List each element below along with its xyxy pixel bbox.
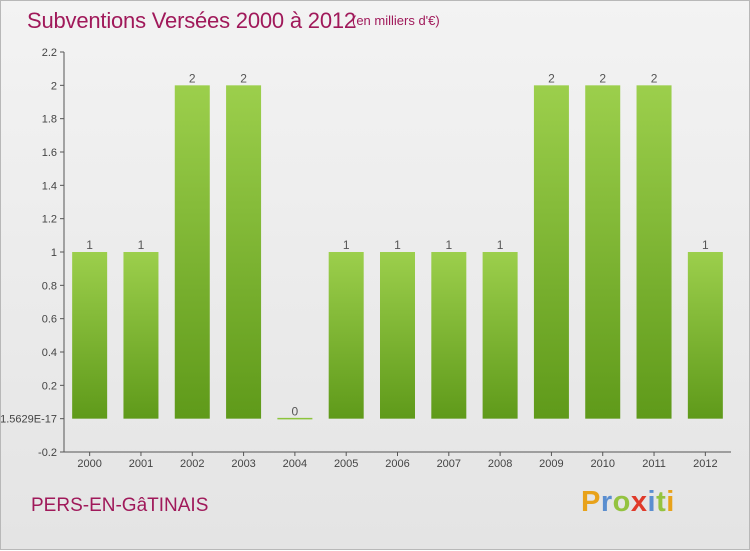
bar (585, 85, 621, 419)
y-tick-label: -1.5629E-17 (1, 414, 57, 426)
y-tick-label: 1 (51, 247, 57, 259)
x-tick-label: 2007 (437, 458, 461, 470)
data-label: 1 (343, 238, 350, 252)
bar (328, 252, 364, 419)
chart-bars: 1 1 2 2 0 1 1 1 1 2 2 2 1 (72, 71, 723, 420)
logo-letter: o (612, 486, 631, 518)
bar (226, 85, 262, 419)
x-tick-label: 2010 (590, 458, 614, 470)
chart-ticks: 2.2 2 1.8 1.6 1.4 1.2 1 0.8 0.6 0.4 0.2 -1.5629E-17… (1, 47, 718, 470)
x-tick-label: 2004 (283, 458, 307, 470)
data-label: 2 (599, 71, 606, 85)
bar (687, 252, 723, 419)
data-label: 1 (138, 238, 145, 252)
bar (174, 85, 210, 419)
data-label: 1 (497, 238, 504, 252)
y-tick-label: 0.8 (42, 280, 57, 292)
logo-letter: x (630, 486, 648, 518)
chart-title: Subventions Versées 2000 à 2012 (27, 8, 356, 33)
y-tick-label: 2.2 (42, 47, 57, 59)
y-tick-label: 0.6 (42, 314, 57, 326)
y-tick-label: 1.8 (42, 114, 57, 126)
data-label: 1 (702, 238, 709, 252)
y-tick-label: 0.2 (42, 380, 57, 392)
logo-letter: i (666, 486, 675, 518)
x-tick-label: 2001 (129, 458, 153, 470)
commune-name: PERS-EN-GâTINAIS (31, 495, 209, 516)
x-tick-label: 2006 (385, 458, 409, 470)
logo-letter: i (647, 486, 657, 518)
x-tick-label: 2002 (180, 458, 204, 470)
y-tick-label: 1.4 (42, 180, 57, 192)
bar (72, 252, 108, 419)
proxiti-logo: Proxiti (581, 486, 675, 519)
data-label: 2 (651, 71, 658, 85)
logo-letter: r (600, 486, 613, 518)
unit-note: (en milliers d'€) (352, 13, 440, 28)
data-label: 2 (189, 71, 196, 85)
bar (482, 252, 518, 419)
y-tick-label: 2 (51, 80, 57, 92)
y-tick-label: 1.6 (42, 147, 57, 159)
bar (636, 85, 672, 419)
data-label: 1 (86, 238, 93, 252)
x-tick-label: 2008 (488, 458, 512, 470)
bar (533, 85, 569, 419)
data-label: 2 (548, 71, 555, 85)
logo-letter: t (656, 486, 667, 518)
y-tick-label: 1.2 (42, 214, 57, 226)
data-label: 2 (240, 71, 247, 85)
logo-letter: P (581, 486, 601, 518)
x-tick-label: 2012 (693, 458, 717, 470)
bar (123, 252, 159, 419)
y-tick-label: -0.2 (38, 447, 57, 459)
y-tick-label: 0.4 (42, 347, 57, 359)
x-tick-label: 2005 (334, 458, 358, 470)
x-tick-label: 2011 (642, 458, 666, 470)
data-label: 1 (394, 238, 401, 252)
data-label: 0 (292, 405, 299, 419)
data-label: 1 (445, 238, 452, 252)
x-tick-label: 2003 (231, 458, 255, 470)
bar (380, 252, 415, 419)
x-tick-label: 2000 (77, 458, 101, 470)
bar (431, 252, 467, 419)
x-tick-label: 2009 (539, 458, 563, 470)
